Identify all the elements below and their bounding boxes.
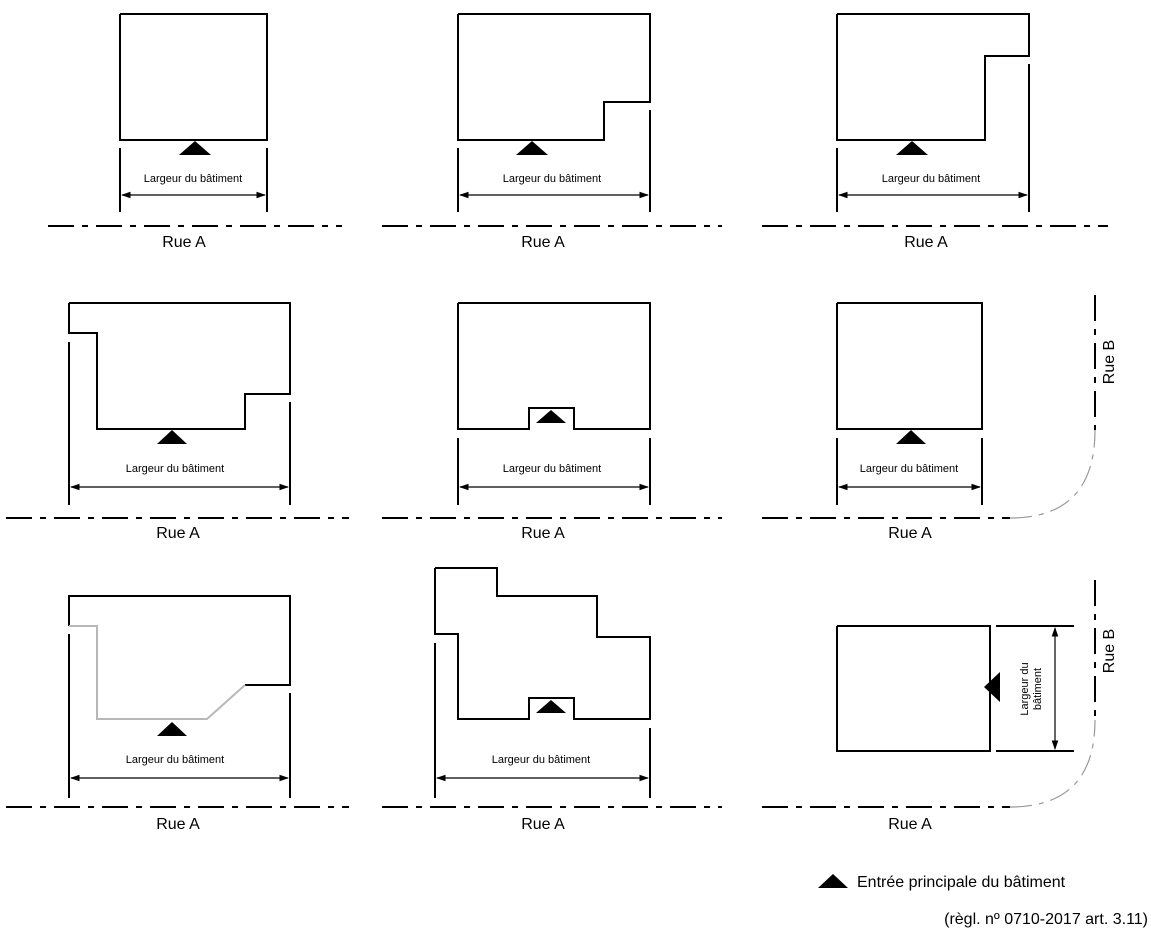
building-outline xyxy=(119,13,268,141)
building-outline xyxy=(457,13,651,141)
legend-text: Entrée principale du bâtiment xyxy=(857,874,1066,891)
street-a-label: Rue A xyxy=(888,816,932,833)
street-a-label: Rue A xyxy=(904,234,948,251)
regulation-reference: (règl. nº 0710-2017 art. 3.11) xyxy=(944,911,1148,928)
width-label-line-2: bâtiment xyxy=(1032,668,1044,710)
building-outline xyxy=(434,567,651,720)
figure-5: Largeur du bâtiment Rue A xyxy=(382,302,722,542)
building-outline xyxy=(68,595,291,686)
street-a-label: Rue A xyxy=(521,234,565,251)
street-corner-curve xyxy=(1009,719,1096,808)
facade-outline-angled xyxy=(69,625,246,720)
figure-1: Largeur du bâtiment Rue A xyxy=(48,13,342,251)
figure-9: Largeur du bâtiment Rue A Rue B xyxy=(762,580,1118,833)
width-label: Largeur du bâtiment xyxy=(882,173,980,185)
street-a-label: Rue A xyxy=(521,816,565,833)
main-entrance-marker xyxy=(536,700,566,713)
street-a-label: Rue A xyxy=(162,234,206,251)
width-label: Largeur du bâtiment xyxy=(860,463,958,475)
width-label: Largeur du bâtiment xyxy=(503,173,601,185)
main-entrance-marker xyxy=(984,672,1000,702)
street-a-label: Rue A xyxy=(156,525,200,542)
width-label-line-1: Largeur du xyxy=(1019,662,1031,715)
figure-8: Largeur du bâtiment Rue A xyxy=(382,567,722,833)
main-entrance-marker xyxy=(179,141,211,155)
figure-3: Largeur du bâtiment Rue A xyxy=(762,13,1108,251)
building-outline xyxy=(836,302,983,430)
street-a-label: Rue A xyxy=(888,525,932,542)
street-a-label: Rue A xyxy=(521,525,565,542)
figure-6: Largeur du bâtiment Rue A Rue B xyxy=(762,295,1118,542)
figure-4: Largeur du bâtiment Rue A xyxy=(6,302,349,542)
main-entrance-marker xyxy=(516,141,548,155)
main-entrance-marker xyxy=(896,141,928,155)
width-label: Largeur du bâtiment xyxy=(492,754,590,766)
width-label: Largeur du bâtiment xyxy=(126,754,224,766)
width-label: Largeur du bâtiment xyxy=(144,173,242,185)
width-label: Largeur du bâtiment xyxy=(126,463,224,475)
legend-entrance-marker-icon xyxy=(818,874,848,888)
legend: Entrée principale du bâtiment xyxy=(818,874,1066,891)
building-outline xyxy=(457,302,651,430)
building-outline xyxy=(836,13,1030,141)
figure-7: Largeur du bâtiment Rue A xyxy=(6,595,349,833)
street-corner-curve xyxy=(1009,429,1096,519)
width-label: Largeur du bâtiment xyxy=(503,463,601,475)
building-outline xyxy=(836,625,991,752)
main-entrance-marker xyxy=(896,430,926,444)
street-b-label: Rue B xyxy=(1101,340,1118,384)
main-entrance-marker xyxy=(157,722,187,736)
main-entrance-marker xyxy=(157,430,187,444)
street-b-label: Rue B xyxy=(1101,629,1118,673)
street-a-label: Rue A xyxy=(156,816,200,833)
building-outline xyxy=(68,302,291,430)
main-entrance-marker xyxy=(536,410,566,423)
figure-2: Largeur du bâtiment Rue A xyxy=(382,13,722,251)
